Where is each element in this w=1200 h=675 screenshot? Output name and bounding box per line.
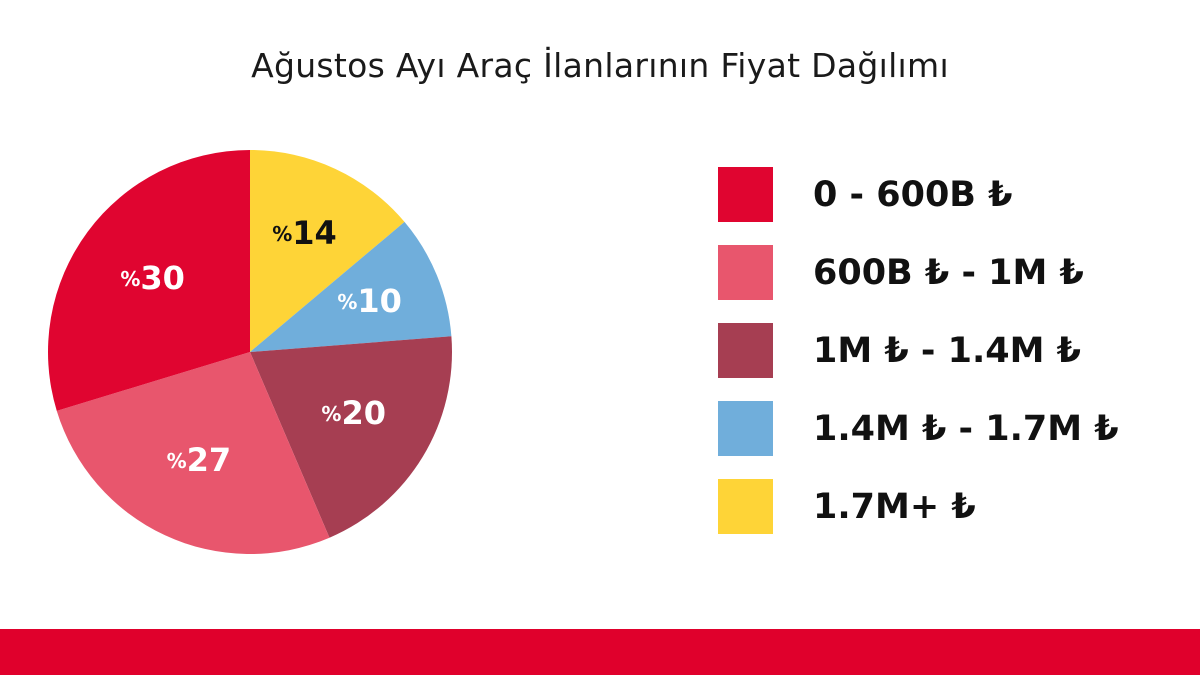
- pie-slice: [56, 352, 330, 554]
- slice-label: %20: [321, 394, 386, 432]
- slice-label: %10: [337, 282, 402, 320]
- legend-label: 1.4M ₺ - 1.7M ₺: [813, 409, 1119, 449]
- pie-slice: [250, 221, 452, 352]
- bottom-accent-bar: [0, 629, 1200, 675]
- legend-swatch: [718, 479, 773, 534]
- legend-swatch: [718, 245, 773, 300]
- legend-swatch: [718, 167, 773, 222]
- pie-slice: [47, 150, 250, 411]
- pie-chart: %14%10 %20 %27 %30: [47, 150, 452, 554]
- legend-swatch: [718, 323, 773, 378]
- pie-slice: [250, 150, 405, 352]
- slice-label: %27: [167, 441, 232, 479]
- slice-label: %30: [120, 259, 185, 297]
- slice-label: %14: [272, 214, 337, 252]
- legend-label: 600B ₺ - 1M ₺: [813, 253, 1084, 293]
- legend-label: 0 - 600B ₺: [813, 175, 1013, 215]
- legend-label: 1.7M+ ₺: [813, 487, 976, 527]
- legend-swatch: [718, 401, 773, 456]
- chart-title: Ağustos Ayı Araç İlanlarının Fiyat Dağıl…: [251, 46, 949, 85]
- pie-slice: [250, 336, 452, 538]
- legend-label: 1M ₺ - 1.4M ₺: [813, 331, 1081, 371]
